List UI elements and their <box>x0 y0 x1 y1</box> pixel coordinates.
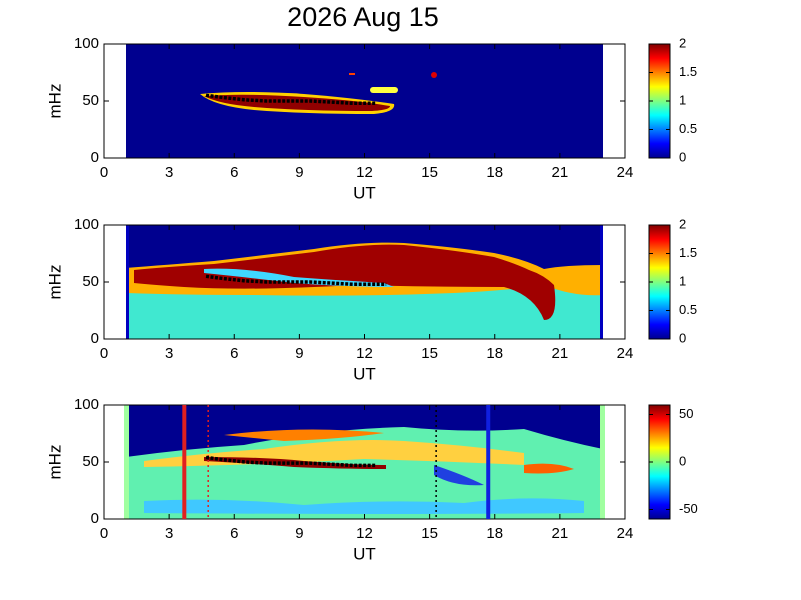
y-tick-label: 0 <box>91 149 99 166</box>
y-tick-label: 50 <box>82 92 99 109</box>
spectrogram-texture <box>126 225 603 339</box>
colorbar-tick-label: 0.5 <box>679 121 697 136</box>
x-tick-label: 0 <box>100 164 108 181</box>
colorbar-tick-label: 0 <box>679 149 686 164</box>
x-tick-label: 12 <box>356 345 373 362</box>
x-tick-label: 3 <box>165 525 173 542</box>
colorbar-tick-label: 0.5 <box>679 302 697 317</box>
x-tick-label: 18 <box>486 345 503 362</box>
x-tick-label: 21 <box>552 525 569 542</box>
x-tick-label: 12 <box>356 525 373 542</box>
colorbar-tick-label: 2 <box>679 35 686 50</box>
x-axis-label: UT <box>353 544 376 563</box>
y-tick-label: 100 <box>74 216 99 233</box>
x-tick-label: 15 <box>421 345 438 362</box>
y-tick-label: 100 <box>74 396 99 413</box>
x-tick-label: 6 <box>230 345 238 362</box>
x-tick-label: 12 <box>356 164 373 181</box>
colorbar-tick-label: 1.5 <box>679 245 697 260</box>
colorbar-tick-label: -50 <box>679 501 698 516</box>
ridge-line <box>205 455 376 468</box>
x-tick-label: 3 <box>165 164 173 181</box>
x-axis-label: UT <box>353 364 376 383</box>
colorbar-tick-label: 1 <box>679 273 686 288</box>
x-tick-label: 21 <box>552 345 569 362</box>
colorbar-tick-label: 1 <box>679 92 686 107</box>
x-tick-label: 6 <box>230 164 238 181</box>
x-tick-label: 0 <box>100 345 108 362</box>
colorbar-tick-label: 1.5 <box>679 64 697 79</box>
x-tick-label: 9 <box>295 164 303 181</box>
y-tick-label: 50 <box>82 453 99 470</box>
ridge-line <box>205 274 387 287</box>
x-tick-label: 0 <box>100 525 108 542</box>
y-axis-label: mHz <box>45 265 64 300</box>
y-tick-label: 0 <box>91 510 99 527</box>
x-tick-label: 9 <box>295 525 303 542</box>
y-axis-label: mHz <box>45 445 64 480</box>
x-tick-label: 18 <box>486 525 503 542</box>
y-tick-label: 0 <box>91 330 99 347</box>
ridge-line <box>205 93 376 106</box>
y-axis-label: mHz <box>45 84 64 119</box>
y-tick-label: 100 <box>74 35 99 52</box>
x-tick-label: 9 <box>295 345 303 362</box>
colorbar-tick-label: 0 <box>679 330 686 345</box>
colorbar-tick-label: 2 <box>679 216 686 231</box>
x-tick-label: 3 <box>165 345 173 362</box>
spectrogram-texture <box>124 405 605 519</box>
colorbar-tick-label: 50 <box>679 406 693 421</box>
y-tick-label: 50 <box>82 273 99 290</box>
colorbar-tick-label: 0 <box>679 453 686 468</box>
x-tick-label: 15 <box>421 525 438 542</box>
x-tick-label: 6 <box>230 525 238 542</box>
x-axis-label: UT <box>353 183 376 202</box>
x-tick-label: 24 <box>617 345 634 362</box>
x-tick-label: 21 <box>552 164 569 181</box>
figure-title: 2026 Aug 15 <box>287 2 439 32</box>
x-tick-label: 24 <box>617 164 634 181</box>
x-tick-label: 18 <box>486 164 503 181</box>
x-tick-label: 24 <box>617 525 634 542</box>
x-tick-label: 15 <box>421 164 438 181</box>
spectrogram-texture <box>126 44 603 158</box>
